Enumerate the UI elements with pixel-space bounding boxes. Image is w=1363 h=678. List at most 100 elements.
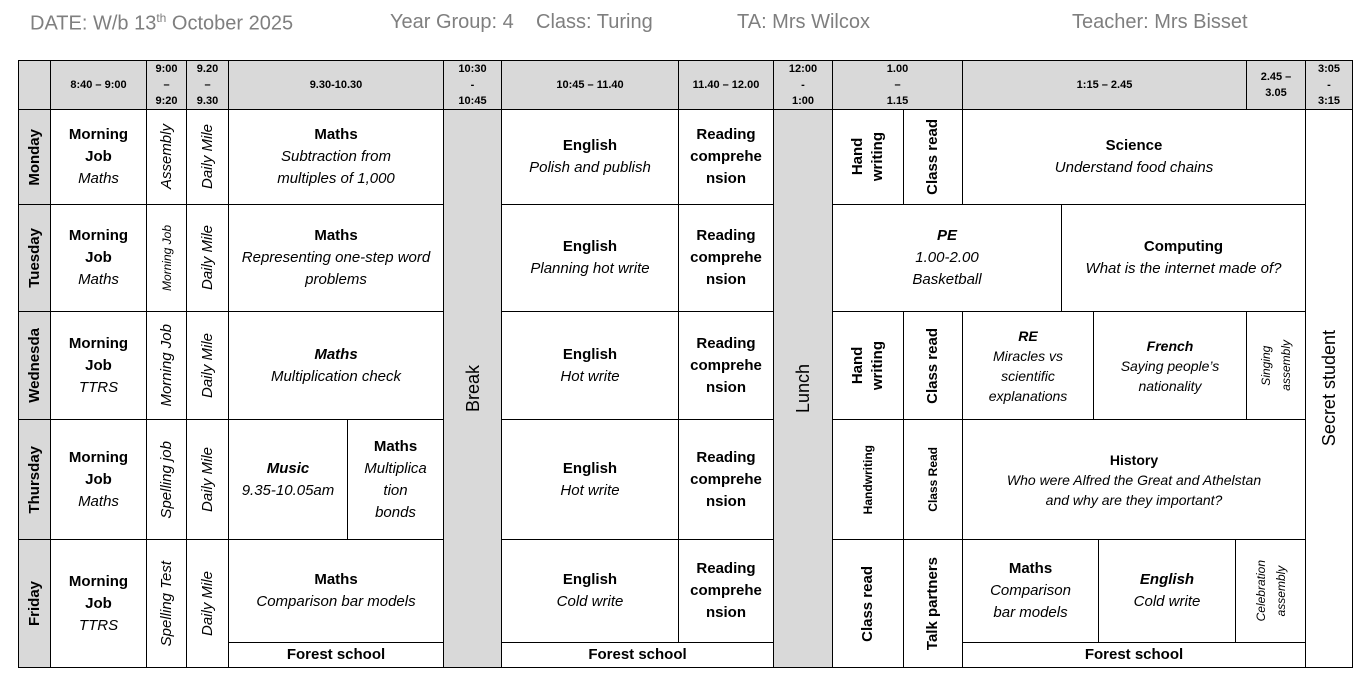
- lesson-cell: Maths Comparison bar models: [228, 539, 444, 643]
- cell-line: Daily Mile: [198, 570, 216, 636]
- day-cell: Wednesda: [18, 311, 51, 420]
- vertical-text: Spelling Test: [157, 561, 177, 646]
- cell-line: Reading: [696, 334, 756, 352]
- cell-line: Maths: [373, 437, 418, 455]
- lesson-cell: RE Miracles vs scientific explanations: [962, 311, 1094, 420]
- cell-line: -: [470, 79, 475, 91]
- cell-line: 1:15 – 2.45: [1076, 79, 1133, 91]
- day-cell: Monday: [18, 109, 51, 205]
- lesson-cell: Celebration assembly: [1235, 539, 1306, 643]
- cell-line: Job: [85, 356, 112, 374]
- vertical-text: Class Read: [923, 447, 943, 512]
- lesson-cell: Morning Job Maths: [50, 419, 147, 540]
- cell-line: assembly: [1273, 565, 1288, 617]
- vertical-text: Friday: [25, 581, 45, 626]
- cell-line: Class read: [924, 327, 941, 404]
- time-header: 10:30 - 10:45: [443, 60, 502, 110]
- cell-line: Cold write: [1133, 593, 1201, 610]
- cell-line: Maths: [78, 492, 119, 510]
- lesson-cell: PE 1.00-2.00 Basketball: [832, 204, 1062, 312]
- cell-line: Multiplication check: [270, 367, 402, 385]
- lesson-cell: Maths Subtraction from multiples of 1,000: [228, 109, 444, 205]
- lesson-cell: Science Understand food chains: [962, 109, 1306, 205]
- cell-line: Subtraction from: [280, 148, 392, 165]
- cell-line: TTRS: [78, 616, 119, 634]
- cell-line: Morning: [68, 448, 129, 466]
- vertical-text: Daily Mile: [198, 333, 218, 398]
- lesson-cell: Computing What is the internet made of?: [1061, 204, 1306, 312]
- lunch-label: Lunch: [793, 363, 813, 414]
- vertical-text: Singing assembly: [1256, 340, 1296, 391]
- cell-line: Who were Alfred the Great and Athelstan: [1006, 471, 1262, 488]
- lesson-cell: Maths Multiplication check: [228, 311, 444, 420]
- cell-line: Job: [85, 470, 112, 488]
- cell-line: Morning: [68, 334, 129, 352]
- cell-line: 10:30: [458, 63, 487, 75]
- vertical-text: Wednesda: [25, 328, 45, 403]
- cell-line: What is the internet made of?: [1085, 260, 1282, 277]
- cell-line: French: [1146, 337, 1194, 354]
- cell-line: tion: [383, 481, 408, 499]
- cell-line: English: [562, 459, 618, 477]
- lesson-cell: French Saying people’s nationality: [1093, 311, 1247, 420]
- day-cell: Tuesday: [18, 204, 51, 312]
- cell-line: –: [163, 79, 170, 91]
- vertical-text: Class read: [923, 119, 943, 195]
- cell-line: 12:00: [788, 63, 818, 75]
- lesson-cell: Daily Mile: [186, 311, 229, 420]
- lesson-cell: English Hot write: [501, 311, 679, 420]
- vertical-text: Talk partners: [923, 557, 943, 650]
- time-header: 11.40 – 12.00: [678, 60, 774, 110]
- time-header: 3:05 - 3:15: [1305, 60, 1353, 110]
- cell-line: Spelling job: [157, 440, 175, 519]
- cell-line: Spelling Test: [157, 560, 175, 647]
- secret-label: Secret student: [1319, 330, 1339, 447]
- lesson-cell: Music 9.35-10.05am: [228, 419, 348, 540]
- lesson-cell: Reading comprehe nsion: [678, 311, 774, 420]
- cell-line: Miracles vs: [992, 347, 1063, 364]
- date-text: DATE: W/b 13: [30, 12, 157, 35]
- cell-line: Morning Job: [157, 324, 175, 407]
- vertical-text: Secret student: [1319, 330, 1339, 446]
- year-group: Year Group: 4: [390, 11, 514, 33]
- cell-line: 9:00: [155, 63, 178, 75]
- cell-line: English: [562, 137, 618, 154]
- cell-line: Morning Job: [159, 224, 174, 292]
- lesson-cell: Reading comprehe nsion: [678, 419, 774, 540]
- lesson-cell: Class Read: [903, 419, 963, 540]
- cell-line: Forest school: [286, 646, 386, 663]
- lesson-cell: Reading comprehe nsion: [678, 109, 774, 205]
- cell-line: comprehe: [690, 356, 762, 374]
- lesson-cell: Daily Mile: [186, 109, 229, 205]
- cell-line: Handwriting: [861, 444, 875, 515]
- lesson-cell: English Polish and publish: [501, 109, 679, 205]
- cell-line: Class read: [859, 565, 876, 642]
- time-header: 9:00 – 9:20: [146, 60, 187, 110]
- vertical-text: Daily Mile: [198, 447, 218, 512]
- lesson-cell: Morning Job: [146, 204, 187, 312]
- cell-line: nationality: [1138, 377, 1202, 394]
- cell-line: comprehe: [690, 470, 762, 488]
- cell-line: 1.15: [886, 95, 909, 107]
- cell-line: comprehe: [690, 249, 762, 266]
- cell-line: nsion: [706, 271, 746, 288]
- vertical-text: Thursday: [25, 446, 45, 514]
- cell-line: Class read: [924, 119, 941, 195]
- lesson-cell: English Hot write: [501, 419, 679, 540]
- cell-line: English: [562, 571, 618, 588]
- cell-line: Maths: [78, 170, 119, 187]
- cell-line: bar models: [993, 604, 1068, 621]
- vertical-text: Daily Mile: [198, 225, 218, 290]
- cell-line: TTRS: [78, 378, 119, 396]
- vertical-text: Morning Job: [157, 225, 177, 291]
- cell-line: scientific: [1001, 367, 1055, 384]
- cell-line: 11.40 – 12.00: [692, 79, 760, 91]
- cell-line: Maths: [314, 227, 358, 244]
- corner-cell: [18, 60, 51, 110]
- cell-line: Job: [85, 594, 112, 612]
- cell-line: writing: [869, 340, 886, 391]
- cell-line: English: [562, 238, 618, 255]
- time-header: 2.45 – 3.05: [1246, 60, 1306, 110]
